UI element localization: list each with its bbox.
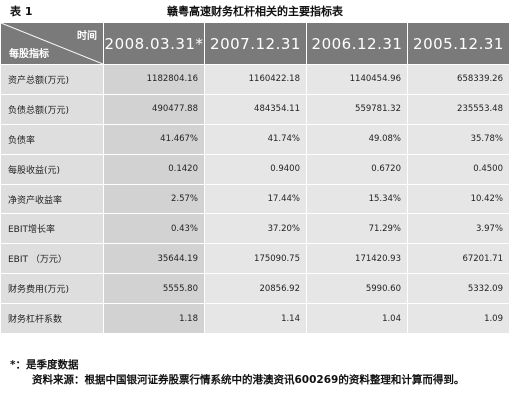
date-column-header: 2008.03.31*	[103, 22, 205, 65]
value-cell: 1.18	[103, 303, 205, 335]
row-label: 财务杠杆系数	[0, 303, 104, 335]
table-row: 负债率 41.467% 41.74% 49.08% 35.78%	[0, 123, 510, 155]
value-cell: 0.1420	[103, 153, 205, 185]
value-cell: 5555.80	[103, 273, 205, 305]
value-cell: 20856.92	[204, 273, 307, 305]
value-cell: 1.14	[204, 303, 307, 335]
value-cell: 1.04	[306, 303, 408, 335]
value-cell: 41.467%	[103, 123, 205, 155]
row-label: EBIT增长率	[0, 213, 104, 245]
value-cell: 37.20%	[204, 213, 307, 245]
date-column-header: 2007.12.31	[204, 22, 307, 65]
row-label: 每股收益(元)	[0, 153, 104, 185]
value-cell: 5332.09	[407, 273, 510, 305]
value-cell: 35.78%	[407, 123, 510, 155]
value-cell: 5990.60	[306, 273, 408, 305]
value-cell: 559781.32	[306, 93, 408, 125]
value-cell: 41.74%	[204, 123, 307, 155]
value-cell: 0.6720	[306, 153, 408, 185]
quarterly-data-note: *：是季度数据	[10, 359, 79, 371]
value-cell: 2.57%	[103, 183, 205, 215]
data-source-note: 资料来源：根据中国银河证券股票行情系统中的港澳资讯600269的资料整理和计算而…	[32, 374, 465, 386]
row-label: EBIT （万元）	[0, 243, 104, 275]
value-cell: 1182804.16	[103, 64, 205, 95]
value-cell: 171420.93	[306, 243, 408, 275]
date-column-header: 2005.12.31	[407, 22, 510, 65]
diagonal-divider	[1, 23, 103, 64]
value-cell: 10.42%	[407, 183, 510, 215]
header-corner-cell: 时间 每股指标	[0, 22, 104, 65]
table-caption: 表 1 赣粤高速财务杠杆相关的主要指标表	[0, 0, 510, 22]
row-label: 负债率	[0, 123, 104, 155]
value-cell: 1140454.96	[306, 64, 408, 95]
table-row: 财务费用(万元) 5555.80 20856.92 5990.60 5332.09	[0, 273, 510, 305]
value-cell: 15.34%	[306, 183, 408, 215]
value-cell: 1160422.18	[204, 64, 307, 95]
time-header-label: 时间	[77, 31, 97, 42]
date-column-header: 2006.12.31	[306, 22, 408, 65]
value-cell: 235553.48	[407, 93, 510, 125]
row-label: 财务费用(万元)	[0, 273, 104, 305]
value-cell: 71.29%	[306, 213, 408, 245]
table-row: 财务杠杆系数 1.18 1.14 1.04 1.09	[0, 303, 510, 335]
value-cell: 0.43%	[103, 213, 205, 245]
value-cell: 49.08%	[306, 123, 408, 155]
per-share-indicator-label: 每股指标	[9, 49, 49, 60]
value-cell: 17.44%	[204, 183, 307, 215]
value-cell: 1.09	[407, 303, 510, 335]
row-label: 负债总额(万元)	[0, 93, 104, 125]
table-row: 负债总额(万元) 490477.88 484354.11 559781.32 23555…	[0, 93, 510, 125]
row-label: 净资产收益率	[0, 183, 104, 215]
value-cell: 490477.88	[103, 93, 205, 125]
table-row: 每股收益(元) 0.1420 0.9400 0.6720 0.4500	[0, 153, 510, 185]
table-row: 资产总额(万元) 1182804.16 1160422.18 1140454.96 65…	[0, 64, 510, 95]
value-cell: 0.4500	[407, 153, 510, 185]
header-row: 时间 每股指标 2008.03.31* 2007.12.31 2006.12.3…	[0, 22, 510, 65]
value-cell: 175090.75	[204, 243, 307, 275]
value-cell: 658339.26	[407, 64, 510, 95]
table-row: EBIT增长率 0.43% 37.20% 71.29% 3.97%	[0, 213, 510, 245]
table-title: 赣粤高速财务杠杆相关的主要指标表	[167, 5, 343, 18]
table-number: 表 1	[10, 5, 33, 18]
row-label: 资产总额(万元)	[0, 64, 104, 95]
value-cell: 0.9400	[204, 153, 307, 185]
value-cell: 3.97%	[407, 213, 510, 245]
value-cell: 484354.11	[204, 93, 307, 125]
financial-leverage-table: 时间 每股指标 2008.03.31* 2007.12.31 2006.12.3…	[0, 22, 510, 335]
table-row: 净资产收益率 2.57% 17.44% 15.34% 10.42%	[0, 183, 510, 215]
table-row: EBIT （万元） 35644.19 175090.75 171420.93 67201…	[0, 243, 510, 275]
value-cell: 67201.71	[407, 243, 510, 275]
value-cell: 35644.19	[103, 243, 205, 275]
